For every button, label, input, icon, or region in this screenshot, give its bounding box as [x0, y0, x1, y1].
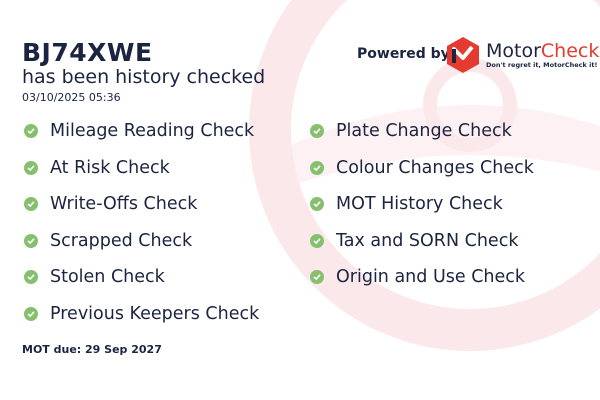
check-item: Colour Changes Check: [310, 158, 534, 178]
check-datetime: 03/10/2025 05:36: [22, 91, 121, 104]
subtitle: has been history checked: [22, 66, 266, 88]
check-item: Plate Change Check: [310, 121, 512, 141]
check-item: Scrapped Check: [24, 231, 192, 251]
check-circle-icon: [310, 197, 324, 211]
check-circle-icon: [310, 124, 324, 138]
check-circle-icon: [24, 160, 38, 175]
motorcheck-logo: MotorCheck Don't regret it, MotorCheck i…: [446, 36, 599, 74]
motorcheck-logo-icon: [447, 37, 479, 73]
check-item: MOT History Check: [310, 194, 503, 214]
check-label: Plate Change Check: [336, 121, 512, 141]
brand-name-check: Check: [540, 40, 600, 62]
brand-tagline: Don't regret it, MotorCheck it!: [486, 61, 598, 69]
check-item: Write-Offs Check: [24, 194, 197, 214]
check-item: Previous Keepers Check: [24, 304, 259, 324]
check-circle-icon: [24, 124, 38, 138]
check-item: Mileage Reading Check: [24, 121, 254, 141]
check-item: Stolen Check: [24, 267, 165, 287]
powered-by-label: Powered by: [357, 46, 450, 62]
check-item: At Risk Check: [24, 158, 170, 178]
mot-due: MOT due: 29 Sep 2027: [22, 343, 162, 356]
check-item: Origin and Use Check: [310, 267, 525, 287]
check-label: Colour Changes Check: [336, 157, 534, 178]
check-circle-icon: [310, 270, 324, 284]
check-label: Origin and Use Check: [336, 267, 526, 287]
check-label: MOT History Check: [336, 194, 503, 214]
check-circle-icon: [24, 197, 38, 211]
check-item: Tax and SORN Check: [310, 231, 518, 251]
check-circle-icon: [24, 270, 38, 284]
check-label: Scrapped Check: [50, 230, 193, 251]
check-label: Tax and SORN Check: [336, 230, 519, 251]
check-label: Mileage Reading Check: [50, 121, 255, 141]
check-circle-icon: [24, 233, 38, 248]
check-circle-icon: [310, 160, 324, 175]
check-circle-icon: [24, 306, 38, 321]
check-circle-icon: [310, 233, 324, 248]
check-label: At Risk Check: [50, 157, 170, 178]
check-label: Previous Keepers Check: [50, 303, 260, 324]
check-label: Stolen Check: [50, 267, 165, 287]
check-label: Write-Offs Check: [50, 194, 198, 214]
brand-name-motor: Motor: [486, 40, 541, 62]
registration-plate: BJ74XWE: [22, 38, 153, 67]
